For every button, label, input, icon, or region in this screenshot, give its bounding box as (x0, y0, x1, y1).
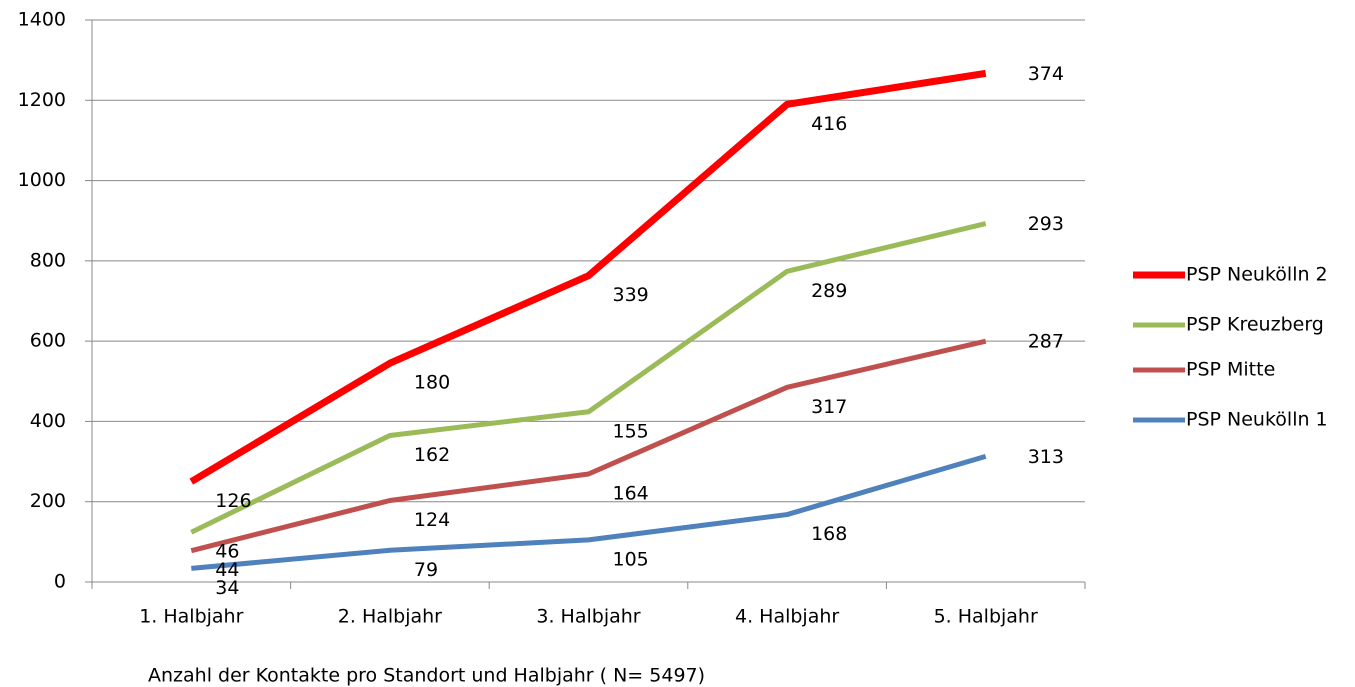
data-label: 124 (414, 509, 450, 531)
y-tick-label: 1400 (18, 9, 66, 31)
data-label: 164 (613, 483, 649, 505)
legend-label: PSP Kreuzberg (1186, 314, 1324, 336)
x-tick-label: 3. Halbjahr (536, 606, 640, 628)
line (190, 338, 987, 554)
line (189, 69, 987, 485)
data-label: 34 (215, 577, 239, 599)
data-label: 162 (414, 444, 450, 466)
y-tick-label: 800 (30, 249, 66, 271)
legend-label: PSP Neukölln 2 (1186, 264, 1328, 286)
data-label: 289 (811, 280, 847, 302)
data-label: 293 (1028, 213, 1064, 235)
data-label: 46 (215, 541, 239, 563)
data-label: 313 (1028, 446, 1064, 468)
data-label: 287 (1028, 331, 1064, 353)
x-tick-label: 1. Halbjahr (139, 606, 243, 628)
y-tick-label: 0 (54, 571, 66, 593)
data-label: 180 (414, 372, 450, 394)
line (191, 453, 987, 571)
x-tick-label: 5. Halbjahr (934, 606, 1038, 628)
line (190, 221, 987, 535)
y-tick-label: 200 (30, 490, 66, 512)
data-label: 168 (811, 523, 847, 545)
x-tick-label: 2. Halbjahr (338, 606, 442, 628)
data-label: 79 (414, 559, 438, 581)
data-label: 126 (215, 490, 251, 512)
data-label: 374 (1028, 63, 1064, 85)
data-label: 105 (613, 548, 649, 570)
y-tick-label: 400 (30, 410, 66, 432)
x-tick-label: 4. Halbjahr (735, 606, 839, 628)
legend-label: PSP Neukölln 1 (1186, 409, 1328, 431)
y-tick-label: 1200 (18, 89, 66, 111)
data-label: 339 (613, 284, 649, 306)
data-label: 44 (215, 559, 239, 581)
y-tick-label: 1000 (18, 169, 66, 191)
x-axis-label: Anzahl der Kontakte pro Standort und Hal… (148, 665, 705, 687)
legend-label: PSP Mitte (1186, 359, 1275, 381)
data-label: 416 (811, 113, 847, 135)
y-tick-label: 600 (30, 330, 66, 352)
data-label: 317 (811, 396, 847, 418)
data-label: 155 (613, 420, 649, 442)
